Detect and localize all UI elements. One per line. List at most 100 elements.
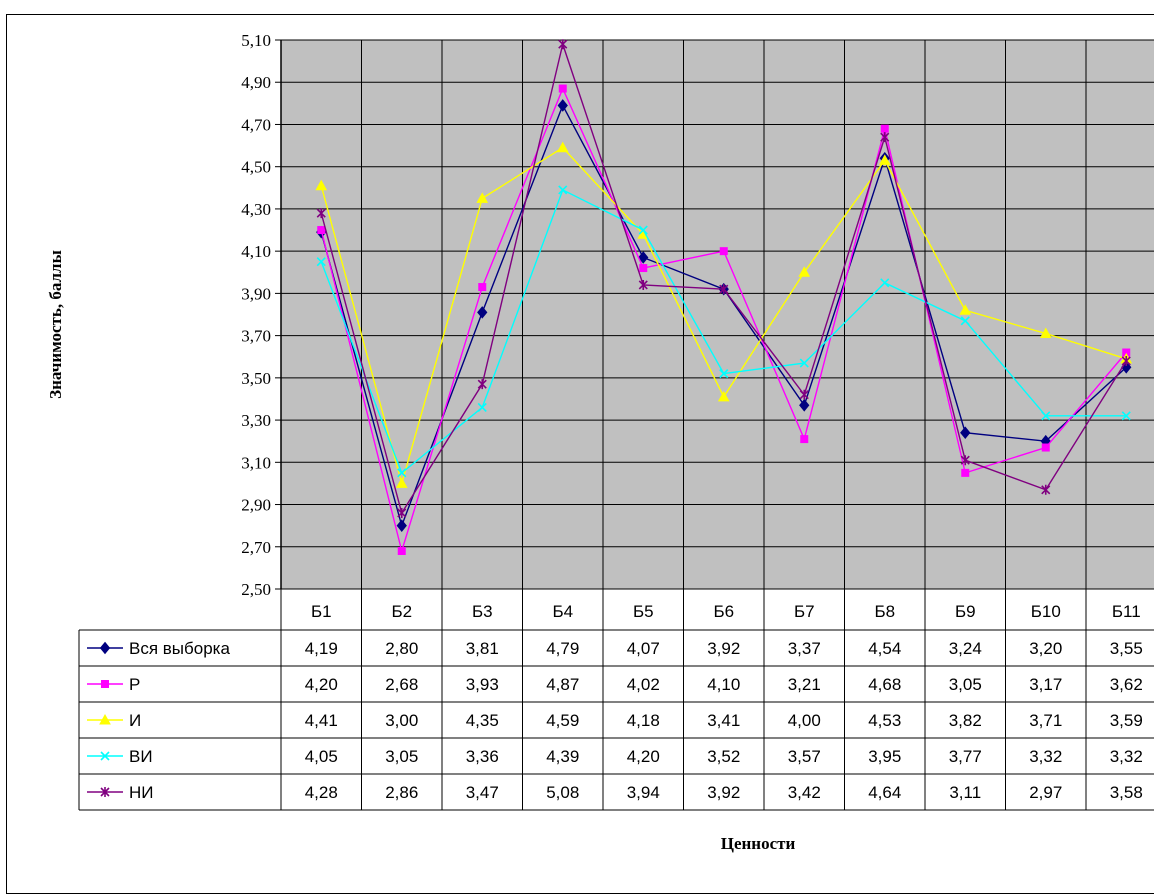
data-point [878, 154, 891, 165]
data-point [558, 84, 567, 93]
x-tick-label: Б2 [391, 602, 412, 621]
x-tick-label: Б7 [794, 602, 815, 621]
data-point [477, 306, 488, 319]
table-cell: 3,32 [1029, 747, 1062, 766]
table-cell: 3,36 [466, 747, 499, 766]
table-cell: 3,81 [466, 639, 499, 658]
data-point [477, 379, 487, 390]
data-point [558, 39, 568, 50]
data-point [558, 185, 568, 195]
data-point [960, 455, 970, 466]
x-tick-label: Б3 [472, 602, 493, 621]
table-cell: 3,05 [949, 675, 982, 694]
data-point [477, 402, 487, 412]
x-tick-label: Б8 [874, 602, 895, 621]
y-tick-label: 3,90 [241, 284, 271, 303]
table-cell: 3,42 [788, 783, 821, 802]
table-cell: 4,59 [546, 711, 579, 730]
x-tick-label: Б1 [311, 602, 332, 621]
data-point [397, 546, 406, 555]
data-point [717, 390, 730, 402]
x-tick-label: Б4 [552, 602, 573, 621]
table-cell: 3,21 [788, 675, 821, 694]
table-cell: 4,54 [868, 639, 901, 658]
data-point [799, 399, 810, 412]
data-point [961, 468, 970, 477]
data-point [478, 283, 487, 292]
data-point [719, 369, 729, 379]
data-point [960, 316, 970, 326]
data-point [317, 226, 326, 235]
data-point [959, 304, 972, 315]
y-tick-label: 3,50 [241, 369, 271, 388]
table-cell: 4,07 [627, 639, 660, 658]
y-tick-label: 4,70 [241, 115, 271, 134]
data-point [316, 208, 326, 219]
data-point [557, 99, 568, 112]
legend-marker [100, 787, 110, 797]
y-tick-label: 3,10 [241, 453, 271, 472]
table-cell: 3,77 [949, 747, 982, 766]
plot-area [281, 40, 1154, 589]
x-tick-label: Б5 [633, 602, 654, 621]
table-cell: 4,64 [868, 783, 901, 802]
table-cell: 5,08 [546, 783, 579, 802]
legend-marker [99, 713, 111, 725]
data-point [1041, 484, 1051, 495]
chart-frame: 2,50 2,70 2,90 3,10 3,30 3,50 3,70 3,90 4,10 4,30… [6, 14, 1154, 894]
data-point [316, 257, 326, 267]
table-cell: 3,11 [949, 783, 981, 802]
legend-marker [99, 641, 111, 655]
y-tick-label: 2,90 [241, 496, 271, 515]
data-point [638, 279, 648, 290]
x-axis-title: Ценности [721, 834, 796, 853]
x-tick-label: Б10 [1031, 602, 1061, 621]
data-point [719, 247, 728, 256]
table-cell: 3,17 [1029, 675, 1062, 694]
table-cell: 4,02 [627, 675, 660, 694]
table-cell: 2,97 [1029, 783, 1062, 802]
data-point [395, 477, 408, 488]
table-cell: 4,68 [868, 675, 901, 694]
table-cell: 4,53 [868, 711, 901, 730]
table-cell: 2,80 [385, 639, 418, 658]
x-tick-label: Б6 [713, 602, 734, 621]
table-cell: 3,95 [868, 747, 901, 766]
y-tick-label: 3,30 [241, 411, 271, 430]
data-point [960, 426, 971, 440]
y-axis-title: Значимость, баллы [46, 250, 65, 399]
table-cell: 3,82 [949, 711, 982, 730]
data-point [397, 507, 407, 518]
table-cell: 3,92 [707, 639, 740, 658]
legend-label: Вся выборка [129, 639, 230, 658]
data-point [1121, 355, 1131, 366]
table-cell: 3,71 [1029, 711, 1062, 730]
y-tick-label: 2,70 [241, 538, 271, 557]
data-point [880, 278, 890, 288]
data-point [1041, 411, 1051, 421]
data-point [799, 389, 809, 400]
line-chart: 2,50 2,70 2,90 3,10 3,30 3,50 3,70 3,90 4,10 4,30… [46, 31, 1154, 853]
data-point [798, 266, 811, 277]
data-point [639, 264, 648, 273]
legend-label: НИ [129, 783, 154, 802]
data-point [880, 132, 890, 143]
table-cell: 4,28 [305, 783, 338, 802]
table-cell: 3,59 [1110, 711, 1143, 730]
table-cell: 4,05 [305, 747, 338, 766]
table-cell: 3,20 [1029, 639, 1062, 658]
table-cell: 4,87 [546, 675, 579, 694]
table-cell: 3,24 [949, 639, 982, 658]
x-tick-label: Б11 [1112, 602, 1141, 621]
table-cell: 4,39 [546, 747, 579, 766]
y-tick-label: 2,50 [241, 580, 271, 599]
data-point [397, 468, 407, 478]
table-cell: 4,18 [627, 711, 660, 730]
y-tick-label: 4,10 [241, 242, 271, 261]
table-cell: 3,55 [1110, 639, 1143, 658]
data-point [880, 124, 889, 133]
table-cell: 3,05 [385, 747, 418, 766]
legend-label: И [129, 711, 141, 730]
y-tick-label: 4,30 [241, 200, 271, 219]
data-point [1041, 443, 1050, 452]
